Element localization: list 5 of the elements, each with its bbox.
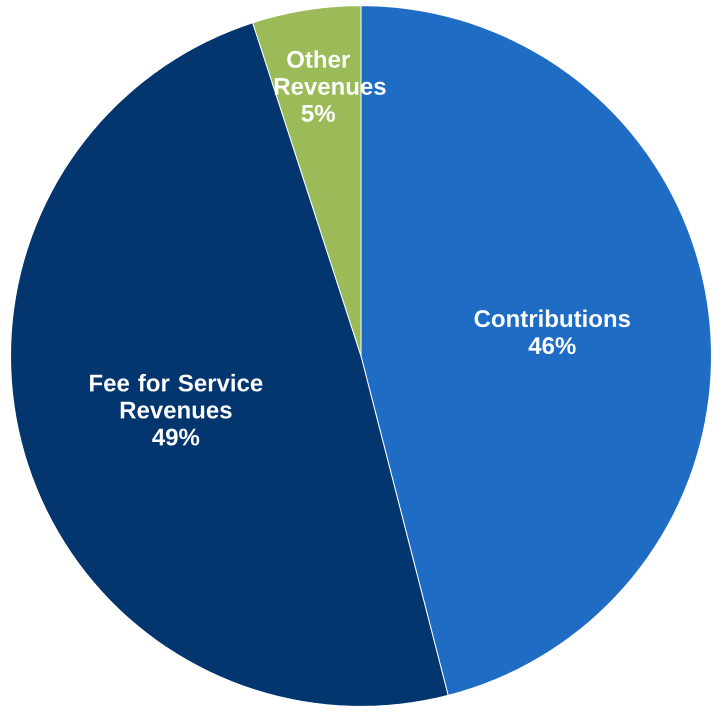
slice-label: Fee for Service Revenues bbox=[90, 374, 262, 419]
data-label: 46% bbox=[528, 337, 576, 354]
slice-label: Contributions bbox=[474, 310, 630, 328]
data-label: 49% bbox=[152, 428, 200, 446]
data-label: 5% bbox=[302, 104, 335, 122]
